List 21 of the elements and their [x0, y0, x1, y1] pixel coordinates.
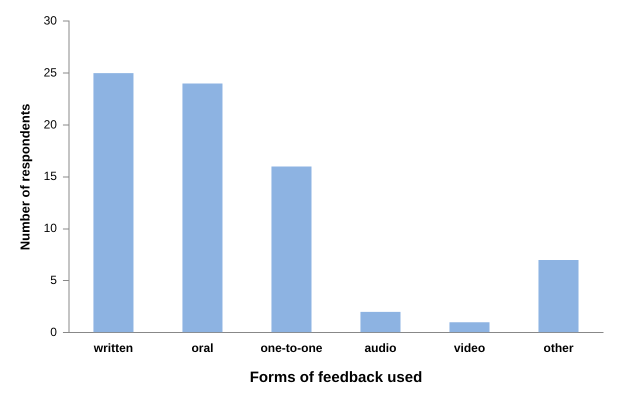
x-tick-label: oral — [191, 341, 214, 356]
y-axis-title: Number of respondents — [17, 104, 32, 250]
bar — [538, 260, 579, 332]
bar — [449, 322, 490, 332]
y-tick-label: 20 — [44, 117, 58, 132]
bar — [360, 312, 401, 332]
x-tick-label: written — [92, 341, 134, 356]
x-axis-title: Forms of feedback used — [250, 369, 422, 386]
y-tick-label: 25 — [44, 65, 58, 80]
x-tick-label: other — [543, 341, 574, 356]
bar — [271, 166, 312, 332]
x-tick-label: audio — [364, 341, 396, 356]
bar — [93, 73, 134, 332]
y-tick-label: 15 — [44, 169, 58, 184]
y-tick-label: 30 — [44, 14, 58, 28]
x-tick-label: one-to-one — [260, 341, 323, 356]
y-tick-label: 0 — [50, 324, 58, 339]
y-tick-label: 10 — [44, 221, 58, 236]
x-tick-label: video — [454, 341, 486, 356]
y-tick-label: 5 — [50, 273, 58, 288]
bar — [182, 83, 222, 332]
